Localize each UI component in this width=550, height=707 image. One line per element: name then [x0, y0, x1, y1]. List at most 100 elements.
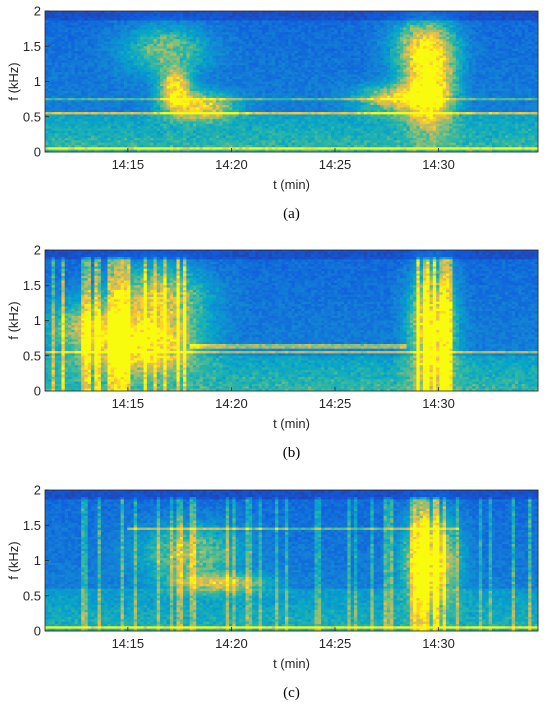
heatmap-cell — [193, 79, 197, 82]
heatmap-cell — [170, 58, 174, 61]
heatmap-cell — [71, 46, 75, 49]
heatmap-cell — [130, 35, 134, 38]
heatmap-cell — [347, 58, 351, 61]
heatmap-cell — [81, 32, 85, 35]
heatmap-cell — [420, 11, 424, 14]
heatmap-cell — [94, 77, 98, 80]
heatmap-cell — [508, 49, 512, 52]
heatmap-cell — [255, 11, 259, 14]
heatmap-cell — [426, 58, 430, 61]
heatmap-cell — [416, 51, 420, 54]
heatmap-cell — [229, 49, 233, 52]
heatmap-cell — [334, 72, 338, 75]
heatmap-cell — [492, 72, 496, 75]
heatmap-cell — [446, 46, 450, 49]
heatmap-cell — [482, 27, 486, 30]
heatmap-cell — [150, 89, 154, 92]
heatmap-cell — [377, 18, 381, 21]
heatmap-cell — [518, 37, 522, 40]
heatmap-cell — [410, 70, 414, 73]
heatmap-cell — [130, 67, 134, 70]
heatmap-cell — [245, 77, 249, 80]
heatmap-cell — [393, 74, 397, 77]
heatmap-cell — [52, 13, 56, 16]
heatmap-cell — [88, 35, 92, 38]
heatmap-cell — [153, 49, 157, 52]
heatmap-cell — [285, 77, 289, 80]
heatmap-cell — [301, 49, 305, 52]
heatmap-cell — [387, 27, 391, 30]
heatmap-cell — [453, 18, 457, 21]
heatmap-cell — [186, 67, 190, 70]
heatmap-cell — [439, 65, 443, 68]
heatmap-cell — [278, 53, 282, 56]
heatmap-cell — [52, 27, 56, 30]
heatmap-cell — [338, 18, 342, 21]
heatmap-cell — [485, 77, 489, 80]
heatmap-cell — [469, 74, 473, 77]
heatmap-cell — [387, 77, 391, 80]
heatmap-cell — [98, 46, 102, 49]
heatmap-cell — [176, 18, 180, 21]
heatmap-cell — [370, 39, 374, 42]
heatmap-cell — [384, 32, 388, 35]
heatmap-cell — [338, 74, 342, 77]
heatmap-cell — [433, 37, 437, 40]
heatmap-cell — [295, 51, 299, 54]
heatmap-cell — [173, 13, 177, 16]
heatmap-cell — [499, 20, 503, 23]
heatmap-cell — [384, 30, 388, 33]
heatmap-cell — [98, 23, 102, 26]
heatmap-cell — [55, 39, 59, 42]
heatmap-cell — [285, 20, 289, 23]
heatmap-cell — [318, 70, 322, 73]
heatmap-cell — [324, 63, 328, 66]
heatmap-cell — [462, 82, 466, 85]
heatmap-cell — [196, 70, 200, 73]
heatmap-cell — [324, 18, 328, 21]
heatmap-cell — [436, 42, 440, 45]
heatmap-cell — [387, 18, 391, 21]
heatmap-cell — [268, 46, 272, 49]
heatmap-cell — [492, 65, 496, 68]
heatmap-cell — [472, 70, 476, 73]
heatmap-cell — [459, 56, 463, 59]
heatmap-cell — [190, 46, 194, 49]
heatmap-cell — [229, 16, 233, 19]
heatmap-cell — [446, 65, 450, 68]
heatmap-cell — [413, 42, 417, 45]
heatmap-cell — [512, 30, 516, 33]
heatmap-cell — [324, 46, 328, 49]
heatmap-cell — [163, 56, 167, 59]
heatmap-cell — [226, 39, 230, 42]
heatmap-cell — [436, 74, 440, 77]
heatmap-cell — [338, 67, 342, 70]
heatmap-cell — [78, 42, 82, 45]
heatmap-cell — [278, 42, 282, 45]
heatmap-cell — [416, 46, 420, 49]
heatmap-cell — [305, 74, 309, 77]
heatmap-cell — [245, 20, 249, 23]
heatmap-cell — [209, 70, 213, 73]
heatmap-cell — [393, 56, 397, 59]
heatmap-cell — [495, 58, 499, 61]
heatmap-cell — [242, 74, 246, 77]
heatmap-cell — [407, 18, 411, 21]
heatmap-cell — [518, 46, 522, 49]
heatmap-cell — [324, 20, 328, 23]
heatmap-cell — [393, 53, 397, 56]
heatmap-cell — [528, 58, 532, 61]
heatmap-cell — [390, 18, 394, 21]
heatmap-cell — [272, 35, 276, 38]
heatmap-cell — [525, 16, 529, 19]
heatmap-cell — [163, 18, 167, 21]
heatmap-cell — [531, 16, 535, 19]
heatmap-cell — [380, 72, 384, 75]
heatmap-cell — [153, 37, 157, 40]
heatmap-cell — [272, 58, 276, 61]
heatmap-cell — [255, 67, 259, 70]
heatmap-cell — [380, 74, 384, 77]
heatmap-cell — [453, 60, 457, 63]
heatmap-cell — [347, 74, 351, 77]
heatmap-cell — [453, 32, 457, 35]
